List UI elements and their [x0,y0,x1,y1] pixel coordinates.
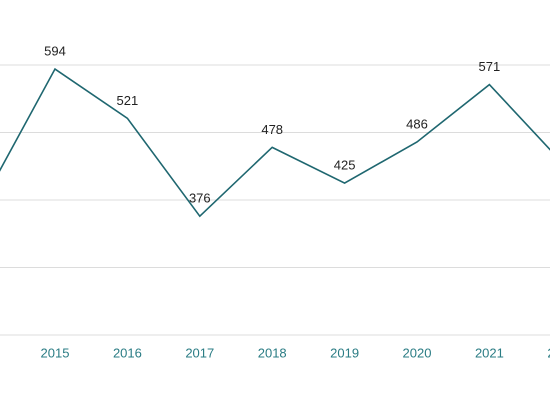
x-tick-label: 2020 [403,345,432,360]
x-tick-label: 2021 [475,345,504,360]
x-tick-label: 2015 [41,345,70,360]
data-label: 521 [117,93,139,108]
data-label: 486 [406,116,428,131]
data-label: 594 [44,43,66,58]
data-label: 478 [261,122,283,137]
data-line [0,67,550,218]
x-tick-label: 2016 [113,345,142,360]
x-tick-label: 2019 [330,345,359,360]
x-tick-label: 2017 [185,345,214,360]
x-tick-label: 2022 [547,345,550,360]
data-label: 571 [479,59,501,74]
x-tick-label: 2018 [258,345,287,360]
data-label: 425 [334,158,356,173]
data-label: 376 [189,191,211,206]
